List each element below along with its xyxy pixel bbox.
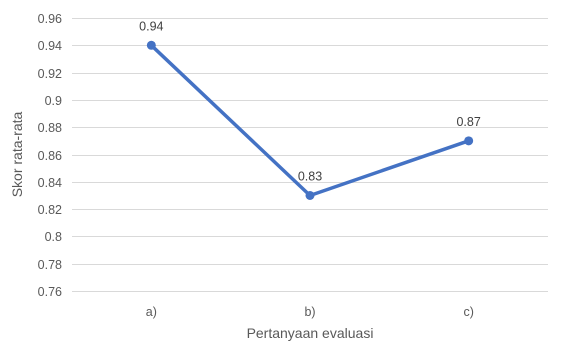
x-tick-label: b): [304, 305, 315, 319]
y-axis-title: Skor rata-rata: [9, 111, 25, 197]
data-point: [464, 136, 474, 146]
y-tick-label: 0.8: [45, 230, 62, 244]
y-tick-label: 0.84: [38, 176, 62, 190]
y-tick-label: 0.9: [45, 94, 62, 108]
x-axis-ticks: a) b) c): [146, 305, 474, 319]
y-tick-label: 0.92: [38, 67, 62, 81]
data-label: 0.94: [139, 19, 163, 33]
gridlines: [72, 18, 548, 292]
data-label: 0.87: [456, 115, 480, 129]
y-tick-label: 0.78: [38, 258, 62, 272]
x-tick-label: a): [146, 305, 157, 319]
y-axis-ticks: 0.76 0.78 0.8 0.82 0.84 0.86 0.88 0.9 0.92 0.94 0.…: [38, 12, 62, 299]
series-layer: [146, 40, 474, 200]
data-point: [146, 40, 156, 50]
x-axis-title: Pertanyaan evaluasi: [247, 325, 374, 341]
data-labels: 0.94 0.83 0.87: [139, 19, 481, 183]
x-tick-label: c): [463, 305, 473, 319]
data-label: 0.83: [298, 169, 322, 183]
data-point: [305, 190, 315, 200]
y-tick-label: 0.96: [38, 12, 62, 26]
y-tick-label: 0.88: [38, 121, 62, 135]
y-tick-label: 0.82: [38, 203, 62, 217]
y-tick-label: 0.86: [38, 149, 62, 163]
y-tick-label: 0.94: [38, 39, 62, 53]
y-tick-label: 0.76: [38, 285, 62, 299]
